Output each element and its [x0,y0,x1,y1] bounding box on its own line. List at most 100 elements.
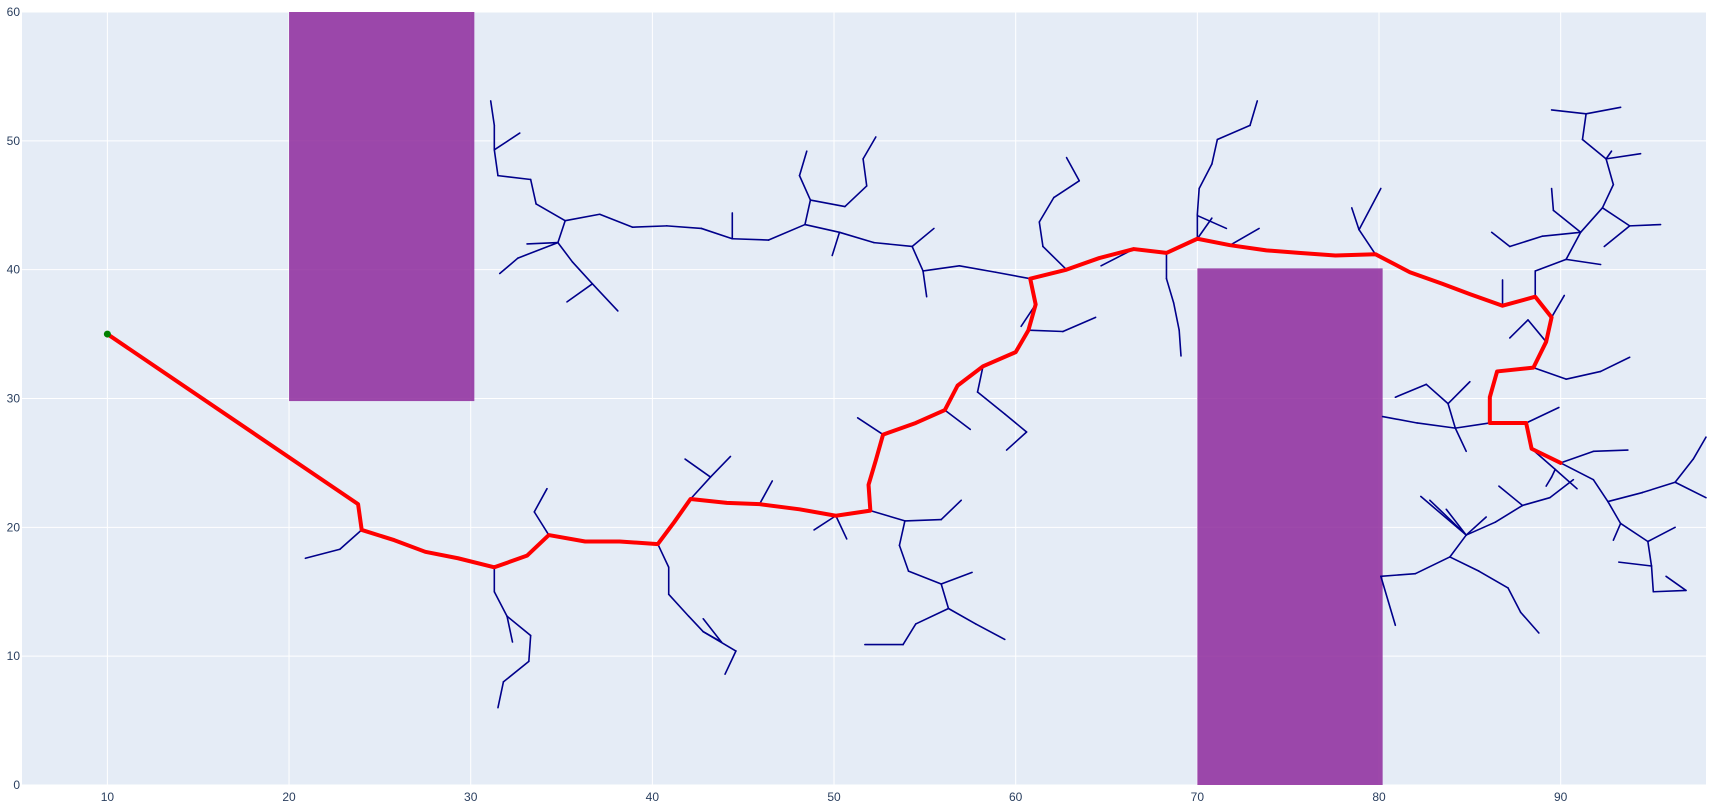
tree-edge [1042,245,1068,271]
tree-edge [667,593,690,618]
tree-edge [1358,187,1382,231]
tree-edge [1641,481,1676,494]
tree-edge [1581,138,1607,160]
x-tick-label: 10 [101,790,115,804]
x-tick-label: 20 [282,790,296,804]
tree-edge [304,548,341,560]
tree-edge [947,607,977,625]
tree-edge [631,225,668,228]
tree-edge [1380,575,1397,627]
tree-edge [506,615,514,643]
tree-edge [528,634,532,663]
tree-edge [1454,427,1468,453]
marker-layer [103,330,111,338]
tree-edge [1465,516,1487,536]
tree-edge [1652,589,1687,593]
tree-edge [1425,383,1449,405]
tree-edge [1554,468,1578,490]
obstacle-rect [1197,268,1383,786]
tree-edge [1550,187,1555,212]
tree-edge [1592,449,1629,453]
tree-edge [533,511,550,536]
tree-edge [1607,500,1622,525]
tree-edge [1165,277,1175,304]
tree-edge [529,178,537,205]
tree-edge [1003,413,1028,433]
tree-edge [1674,481,1707,499]
x-tick-label: 50 [827,790,841,804]
y-tick-label: 10 [7,649,21,663]
tree-edge [1599,356,1631,373]
tree-edge [557,219,566,244]
tree-edge [1447,402,1457,429]
tree-edge [907,570,943,585]
tree-edge [506,615,532,637]
tree-edge [1196,187,1200,216]
tree-edge [1005,431,1028,451]
tree-edge [994,271,1032,280]
tree-edge [498,257,519,275]
tree-edge [838,231,875,244]
tree-edge [1447,380,1471,405]
tree-edge [1178,329,1182,357]
tree-edge [1619,522,1649,543]
tree-edge [1605,152,1642,160]
tree-edge [898,520,906,547]
x-tick-label: 80 [1372,790,1386,804]
tree-edge [767,223,806,241]
tree-edge [598,213,634,228]
tree-edge [1521,496,1551,507]
tree-edge [1196,214,1228,230]
tree-edge [1550,294,1566,319]
tree-edge [869,509,906,522]
tree-edge [731,237,770,241]
tree-edge [1358,228,1377,256]
tree-edge [666,225,703,230]
tree-edge [922,270,928,298]
x-tick-label: 40 [646,790,660,804]
tree-edge [1381,415,1418,424]
tree-edge [564,213,601,222]
tree-edge [758,480,774,505]
tree-edge [489,100,496,127]
y-axis-ticks: 0 10 20 30 40 50 60 [7,5,21,792]
tree-edge [1172,302,1180,332]
tree-edge [1062,316,1097,333]
path-layer [105,236,1563,570]
tree-edge [1605,150,1613,160]
tree-edge [798,174,812,201]
tree-edge [1449,556,1480,572]
tree-edge [1647,526,1676,543]
tree-edge [493,590,508,618]
tree-edge [856,417,884,436]
y-tick-label: 50 [7,134,21,148]
tree-edge [1647,540,1653,567]
tree-edge [1565,231,1582,261]
tree-edge [809,199,846,208]
y-tick-label: 60 [7,5,21,19]
tree-edge [1454,422,1491,429]
tree-edge [1618,561,1653,567]
x-axis-ticks: 10 20 30 40 50 60 70 80 90 [101,790,1568,804]
tree-edge [1416,422,1457,429]
tree-edge [1519,611,1540,634]
tree-edge [1429,499,1468,536]
tree-edge [1211,138,1219,165]
tree-edge [591,283,619,312]
tree-edges-layer [304,100,1707,709]
tree-edge [940,499,962,521]
tree-edge [1507,587,1522,614]
tree-edge [339,529,363,551]
y-tick-label: 40 [7,263,21,277]
tree-edge [557,241,574,263]
tree-edge [1490,231,1511,248]
tree-edge [1579,207,1604,234]
tree-edge [835,514,848,540]
tree-edge [535,203,566,222]
tree-edge [1601,207,1631,227]
y-tick-label: 20 [7,520,21,534]
tree-edge [1665,575,1687,592]
tree-edge [831,231,841,257]
start-point-marker [103,330,111,338]
